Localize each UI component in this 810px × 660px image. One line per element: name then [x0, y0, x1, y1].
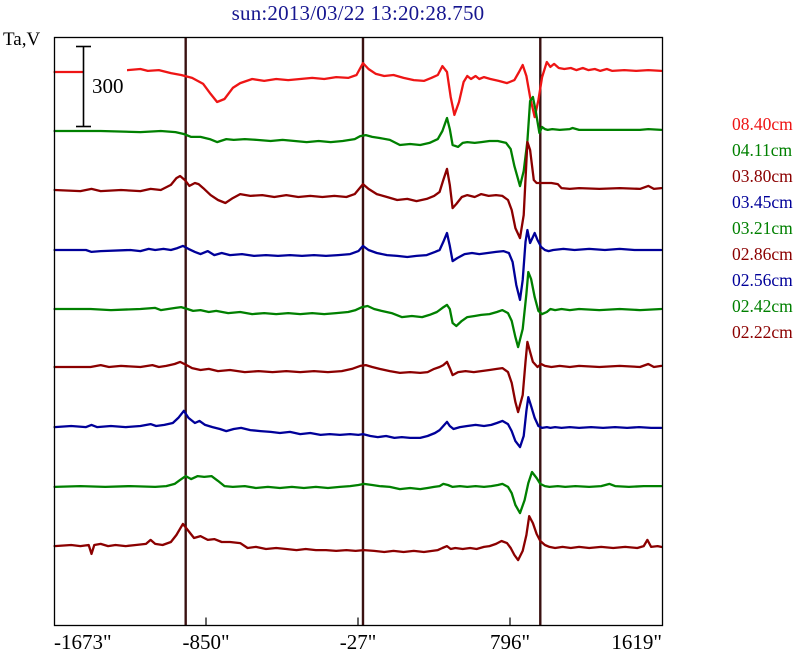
scan-trace-03.80cm — [53, 140, 663, 240]
scan-trace-02.56cm — [53, 395, 663, 449]
scan-trace-08.40cm — [53, 60, 663, 119]
wavelength-label: 02.22cm — [732, 322, 793, 342]
scan-trace-03.45cm — [53, 228, 663, 302]
wavelength-label: 03.21cm — [732, 218, 793, 238]
wavelength-label: 08.40cm — [732, 114, 793, 134]
wavelength-label: 02.56cm — [732, 270, 793, 290]
page-title: sun:2013/03/22 13:20:28.750 — [231, 1, 485, 25]
x-tick-label: 796" — [489, 630, 531, 654]
scalebar-value-label: 300 — [92, 74, 124, 98]
scan-trace-04.11cm — [53, 95, 663, 188]
x-tick-label: 1619" — [611, 630, 662, 654]
scalebar-whiteout — [84, 60, 127, 84]
x-tick-label: -850" — [182, 630, 230, 654]
scan-trace-02.42cm — [53, 470, 663, 515]
plot-frame — [53, 36, 664, 627]
y-axis-label: Ta,V — [3, 29, 41, 50]
scan-trace-02.22cm — [53, 514, 663, 562]
x-tick-label: -1673" — [54, 630, 112, 654]
wavelength-label: 03.45cm — [732, 192, 793, 212]
wavelength-label: 02.86cm — [732, 244, 793, 264]
x-tick-label: -27" — [339, 630, 377, 654]
wavelength-label: 04.11cm — [732, 140, 793, 160]
scan-trace-02.86cm — [53, 340, 663, 414]
wavelength-label: 02.42cm — [732, 296, 793, 316]
scan-trace-03.21cm — [53, 270, 663, 349]
wavelength-label: 03.80cm — [732, 166, 793, 186]
